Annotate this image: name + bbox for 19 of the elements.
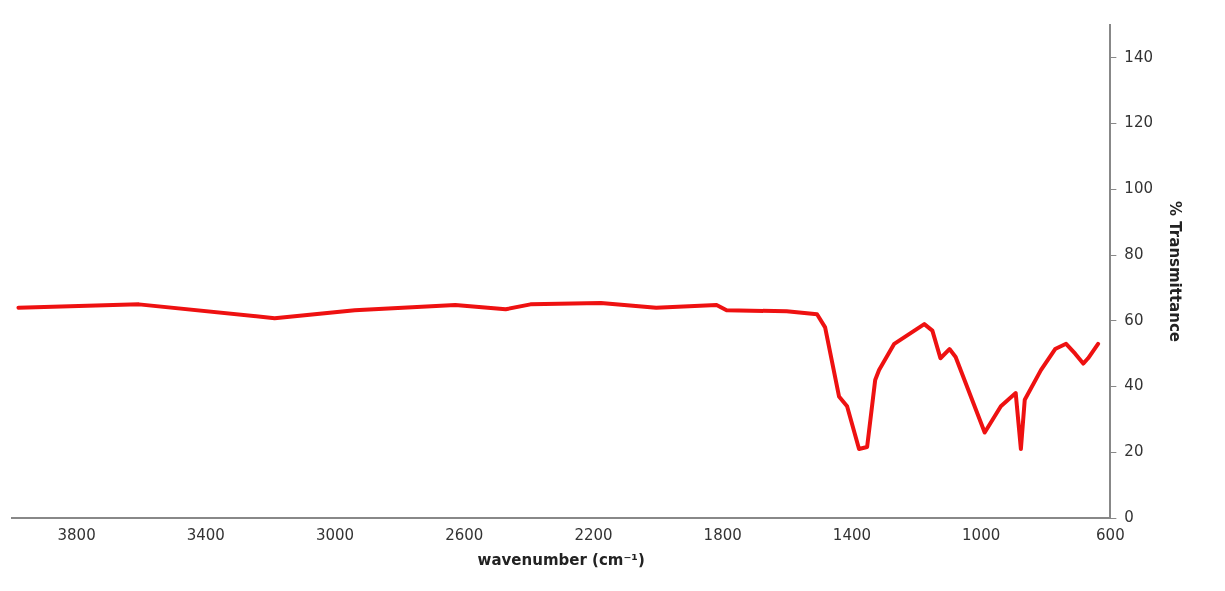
y-tick-label: 0 <box>1124 507 1134 526</box>
y-tick-label: 100 <box>1124 179 1154 198</box>
x-tick-label: 2200 <box>574 525 613 544</box>
x-tick-label: 1800 <box>703 525 742 544</box>
y-tick-label: 80 <box>1124 244 1144 263</box>
x-tick-label: 3000 <box>315 525 355 544</box>
x-tick-label: 3800 <box>57 525 96 544</box>
x-tick-label: 2600 <box>445 525 484 544</box>
y-tick-label: 20 <box>1124 442 1144 461</box>
y-tick-label: 40 <box>1124 376 1144 395</box>
x-tick-label: 600 <box>1096 525 1125 544</box>
x-tick-label: 1400 <box>832 525 872 544</box>
x-tick-label: 3400 <box>186 525 225 544</box>
y-tick-label: 140 <box>1124 47 1154 66</box>
x-axis-title: wavenumber (cm⁻¹) <box>477 550 645 569</box>
y-tick-label: 120 <box>1124 113 1154 132</box>
y-tick-label: 60 <box>1124 310 1144 329</box>
y-axis-title: % Transmittance <box>1166 201 1185 342</box>
x-tick-label: 1000 <box>962 525 1001 544</box>
